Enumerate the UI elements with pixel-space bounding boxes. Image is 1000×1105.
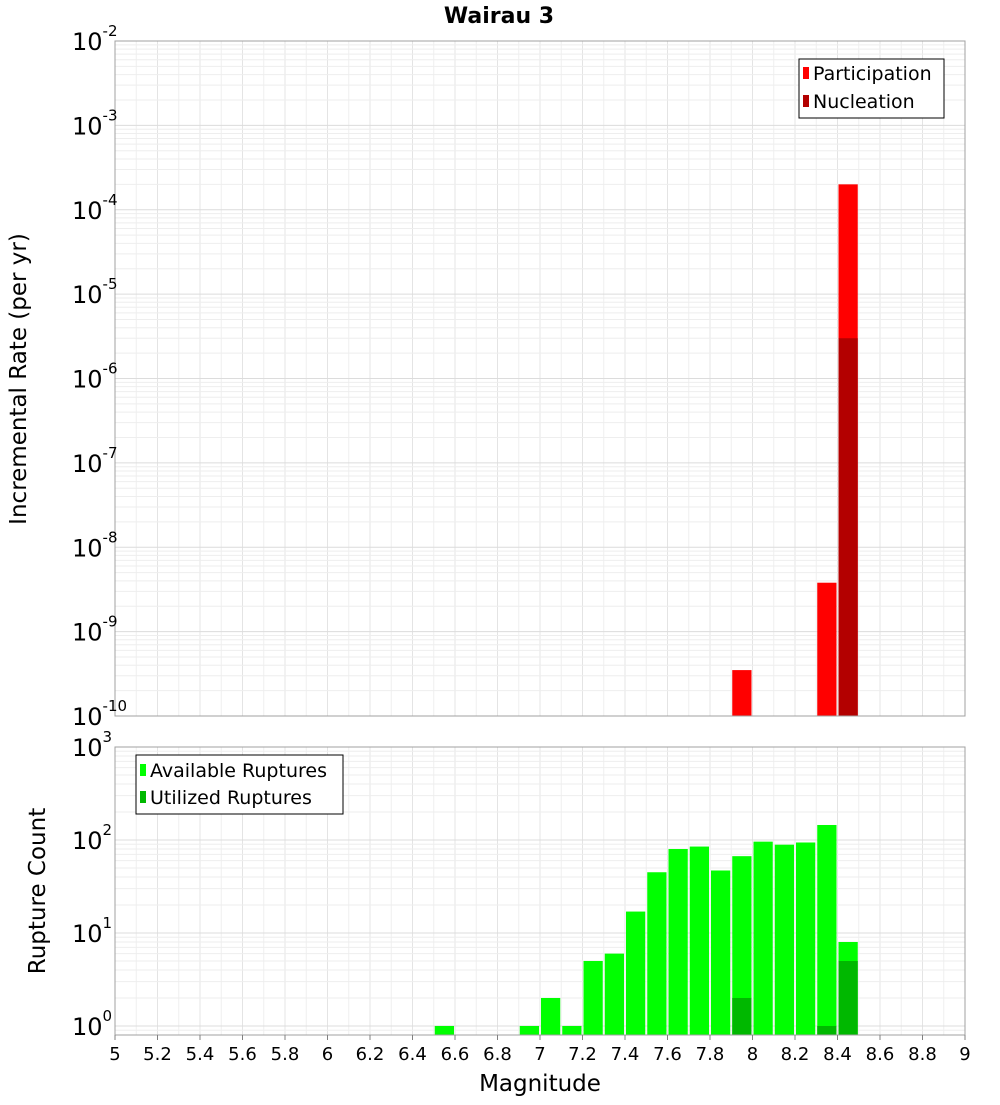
top-y-tick-label: 10-7 [72, 444, 118, 478]
count-bar-a-6_55 [434, 1025, 454, 1035]
x-tick-label: 5.8 [271, 1044, 300, 1065]
bottom-bars [434, 824, 858, 1035]
bottom-legend-box [135, 754, 344, 815]
bottom-y-tick-label: 100 [72, 1007, 112, 1041]
top-plot-frame [114, 40, 966, 717]
x-tick-label: 7.4 [611, 1044, 640, 1065]
top-y-tick-labels: 10-2 10-3 10-4 10-5 10-6 10-7 10-8 10-9 10-10 [72, 22, 127, 731]
rate-bar-b-8_45 [838, 338, 858, 716]
x-tick-label: 5.6 [228, 1044, 257, 1065]
x-tick-label: 8 [747, 1044, 758, 1065]
x-tick-label: 8.8 [908, 1044, 937, 1065]
count-bar-a-6_95 [519, 1025, 539, 1035]
bottom-y-tick-label: 102 [72, 821, 112, 855]
chart-title: Wairau 3 [444, 4, 554, 29]
count-bar-a-8_15 [774, 844, 794, 1035]
count-bar-a-8_35 [817, 824, 837, 1035]
count-bar-a-7_65 [668, 849, 688, 1035]
count-bar-a-7_55 [647, 872, 667, 1035]
count-bar-b-8_35 [817, 1025, 837, 1035]
x-tick-label: 5.4 [186, 1044, 215, 1065]
rate-bar-a-8_35 [817, 582, 837, 716]
bottom-plot-panel: 103 102 101 100 5 5.2 5.4 5.6 5.8 6 6.2 6.4 6.6 6.8 7… [25, 728, 971, 1097]
x-tick-label: 7.8 [696, 1044, 725, 1065]
x-tick-label: 8.2 [781, 1044, 810, 1065]
count-bar-a-7_15 [562, 1025, 582, 1035]
legend-label-nucleation: Nucleation [813, 91, 915, 113]
count-bar-a-7_45 [626, 911, 646, 1035]
bottom-y-axis-label: Rupture Count [25, 808, 51, 974]
count-bar-a-7_85 [711, 870, 731, 1035]
top-y-tick-label: 10-8 [72, 528, 118, 562]
count-bar-a-7_25 [583, 960, 603, 1035]
bottom-legend: Available Ruptures Utilized Ruptures [135, 754, 344, 815]
legend-swatch-participation [803, 67, 809, 79]
top-y-tick-label: 10-4 [72, 191, 118, 225]
top-y-tick-label: 10-5 [72, 275, 118, 309]
legend-label-participation: Participation [813, 63, 932, 85]
count-bar-a-8_25 [796, 842, 816, 1035]
x-tick-label: 7.2 [568, 1044, 597, 1065]
top-y-tick-label: 10-6 [72, 360, 118, 394]
count-bar-a-8_05 [753, 841, 773, 1035]
x-tick-label: 5.2 [143, 1044, 172, 1065]
top-bars [732, 184, 858, 717]
legend-swatch-available-ruptures [140, 764, 146, 776]
count-bar-a-7_75 [689, 846, 709, 1035]
x-tick-labels: 5 5.2 5.4 5.6 5.8 6 6.2 6.4 6.6 6.8 7 7.2 7.4 7.6 7.8 8… [109, 1035, 971, 1065]
top-y-tick-label: 10-9 [72, 613, 118, 647]
top-y-tick-label: 10-2 [72, 22, 118, 56]
top-legend: Participation Nucleation [798, 58, 945, 119]
count-bar-a-7_05 [541, 997, 561, 1035]
x-tick-label: 6.6 [441, 1044, 470, 1065]
bottom-y-tick-label: 103 [72, 728, 112, 762]
top-y-tick-label: 10-10 [72, 697, 127, 731]
x-tick-label: 6.4 [398, 1044, 427, 1065]
x-tick-label: 6 [322, 1044, 333, 1065]
rate-bar-a-7_95 [732, 670, 752, 716]
top-plot-panel: 10-2 10-3 10-4 10-5 10-6 10-7 10-8 10-9 10-10 In… [6, 22, 966, 731]
legend-label-available-ruptures: Available Ruptures [150, 760, 327, 782]
legend-label-utilized-ruptures: Utilized Ruptures [150, 787, 312, 809]
top-y-axis-label: Incremental Rate (per yr) [6, 233, 32, 525]
count-bar-a-7_35 [604, 953, 624, 1035]
x-axis-label: Magnitude [479, 1071, 601, 1097]
count-bar-b-7_95 [732, 997, 752, 1035]
x-tick-label: 7 [534, 1044, 545, 1065]
x-tick-label: 6.8 [483, 1044, 512, 1065]
top-gridlines [114, 40, 966, 717]
legend-swatch-utilized-ruptures [140, 791, 146, 803]
bottom-y-tick-label: 101 [72, 914, 112, 948]
count-bar-b-8_45 [838, 960, 858, 1035]
count-bar-a-7_95 [732, 856, 752, 1035]
x-tick-label: 8.4 [823, 1044, 852, 1065]
top-legend-box [798, 58, 945, 119]
x-tick-label: 9 [959, 1044, 970, 1065]
top-y-tick-label: 10-3 [72, 106, 118, 140]
x-tick-label: 7.6 [653, 1044, 682, 1065]
x-tick-label: 5 [109, 1044, 120, 1065]
legend-swatch-nucleation [803, 95, 809, 107]
bottom-y-tick-labels: 103 102 101 100 [72, 728, 112, 1041]
x-tick-label: 8.6 [866, 1044, 895, 1065]
x-tick-label: 6.2 [356, 1044, 385, 1065]
